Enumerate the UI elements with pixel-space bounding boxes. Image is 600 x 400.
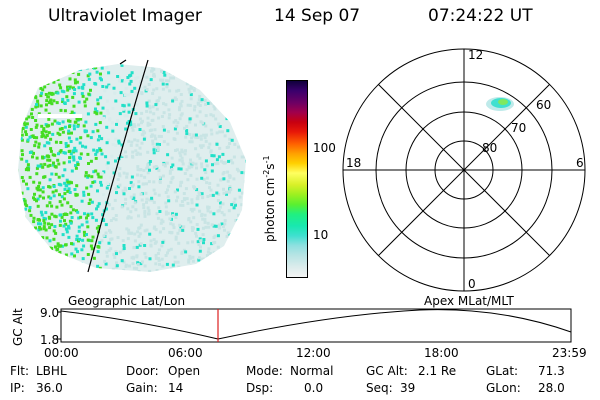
- date-label: 14 Sep 07: [274, 6, 361, 26]
- gain-label: Gain:: [126, 381, 158, 395]
- mlt-label-0: 0: [468, 277, 476, 291]
- mlt-label-6: 6: [576, 156, 584, 170]
- gcalt-label: GC Alt:: [366, 364, 408, 378]
- aurora-spot: [486, 97, 514, 111]
- ip-label: IP:: [10, 381, 25, 395]
- ip-value: 36.0: [36, 381, 63, 395]
- colorbar: [286, 80, 308, 278]
- polar-plot: 12 18 6 0 60 70 80: [342, 48, 586, 292]
- alt-ylabel: GC Alt: [11, 308, 25, 346]
- altitude-curve: [60, 309, 572, 340]
- gcalt-value: 2.1 Re: [418, 364, 457, 378]
- dsp-value: 0.0: [304, 381, 324, 395]
- xtick-0000: 00:00: [44, 346, 79, 360]
- lat-label-80: 80: [482, 141, 497, 155]
- colorbar-tick-10: 10: [313, 228, 329, 242]
- image-panel-title: Geographic Lat/Lon: [68, 294, 186, 308]
- flt-value: LBHL: [36, 364, 67, 378]
- terminator-line: [87, 59, 149, 273]
- gain-value: 14: [168, 381, 184, 395]
- altitude-plot-frame: [60, 308, 572, 343]
- seq-label: Seq:: [366, 381, 393, 395]
- mode-value: Normal: [290, 364, 334, 378]
- glon-label: GLon:: [486, 381, 521, 395]
- xtick-1800: 18:00: [424, 346, 459, 360]
- lat-label-70: 70: [511, 121, 526, 135]
- xtick-2359: 23:59: [552, 346, 587, 360]
- seq-value: 39: [400, 381, 416, 395]
- alt-ytick-high: 9.0: [40, 306, 59, 320]
- polar-axis-diag-2: [378, 84, 550, 256]
- dsp-label: Dsp:: [246, 381, 274, 395]
- alt-ytick-low: 1.8: [40, 333, 59, 347]
- mode-label: Mode:: [246, 364, 283, 378]
- colorbar-tick-100: 100: [313, 141, 336, 155]
- glat-label: GLat:: [486, 364, 519, 378]
- glat-value: 71.3: [538, 364, 565, 378]
- glon-value: 28.0: [538, 381, 565, 395]
- polar-panel-title: Apex MLat/MLT: [424, 294, 514, 308]
- flt-label: Flt:: [10, 364, 29, 378]
- mlt-label-12: 12: [468, 48, 483, 62]
- lat-label-60: 60: [536, 98, 551, 112]
- altitude-plot: 9.0 1.8 GC Alt: [11, 306, 572, 347]
- time-label: 07:24:22 UT: [428, 6, 533, 26]
- uv-image-panel: [18, 59, 246, 273]
- colorbar-label: photon cm-2s-1: [262, 155, 277, 242]
- xtick-1200: 12:00: [296, 346, 331, 360]
- xtick-0600: 06:00: [168, 346, 203, 360]
- instrument-title: Ultraviolet Imager: [48, 6, 202, 26]
- door-value: Open: [168, 364, 201, 378]
- door-label: Door:: [126, 364, 159, 378]
- mlt-label-18: 18: [346, 156, 361, 170]
